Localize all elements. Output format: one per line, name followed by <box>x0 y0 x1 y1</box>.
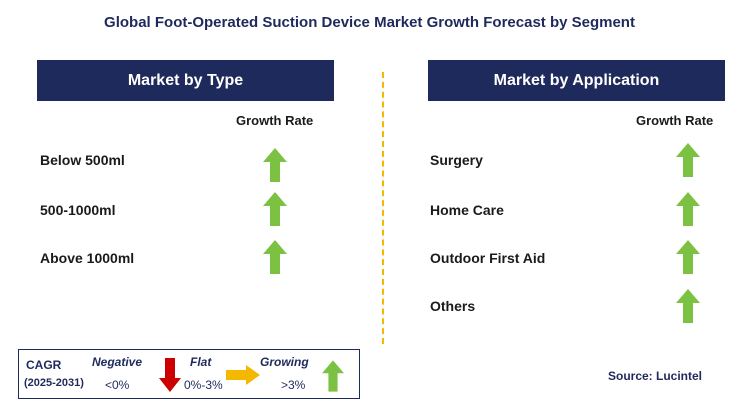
row-label-type: Below 500ml <box>40 152 125 168</box>
legend-period: (2025-2031) <box>24 377 84 389</box>
up-arrow-icon <box>322 360 344 392</box>
row-label-application: Home Care <box>430 202 504 218</box>
row-label-type: Above 1000ml <box>40 250 135 266</box>
right-arrow-icon <box>226 365 260 385</box>
row-label-type: 500-1000ml <box>40 202 116 218</box>
legend-negative-label: Negative <box>92 355 143 369</box>
panel-header-application: Market by Application <box>428 60 725 101</box>
legend-negative-value: <0% <box>105 378 130 392</box>
source-credit: Source: Lucintel <box>608 369 703 383</box>
cagr-legend: CAGR (2025-2031) Negative <0% Flat 0%-3%… <box>18 349 360 399</box>
growth-up-arrow-icon <box>676 192 700 226</box>
legend-flat-value: 0%-3% <box>184 378 223 392</box>
row-label-application: Others <box>430 298 476 314</box>
growth-up-arrow-icon <box>263 192 287 226</box>
growth-up-arrow-icon <box>676 289 700 323</box>
panel-divider <box>382 72 384 344</box>
panel-header-type: Market by Type <box>37 60 334 101</box>
growth-rate-header-type: Growth Rate <box>236 113 314 128</box>
growth-up-arrow-icon <box>676 143 700 177</box>
row-label-application: Surgery <box>430 152 483 168</box>
growth-up-arrow-icon <box>263 240 287 274</box>
growth-up-arrow-icon <box>676 240 700 274</box>
legend-growing-label: Growing <box>260 355 309 369</box>
down-arrow-icon <box>159 358 181 392</box>
growth-up-arrow-icon <box>263 148 287 182</box>
row-label-application: Outdoor First Aid <box>430 250 546 266</box>
legend-cagr-label: CAGR <box>26 358 62 372</box>
growth-rate-header-application: Growth Rate <box>636 113 714 128</box>
chart-title: Global Foot-Operated Suction Device Mark… <box>104 14 635 31</box>
legend-flat-label: Flat <box>190 355 212 369</box>
legend-growing-value: >3% <box>281 378 306 392</box>
